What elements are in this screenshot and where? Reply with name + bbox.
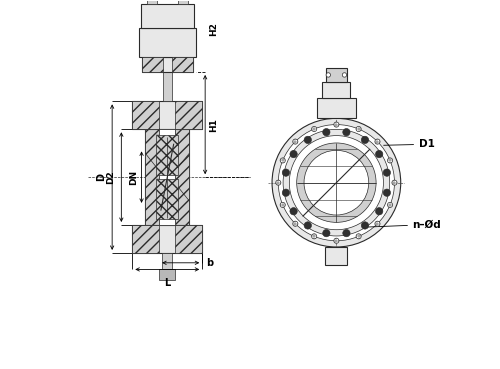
Text: H1: H1 (210, 118, 218, 131)
Circle shape (342, 73, 346, 77)
Bar (132, 225, 159, 253)
Circle shape (278, 125, 394, 241)
Circle shape (292, 139, 298, 144)
Circle shape (290, 208, 298, 215)
Bar (326, 247, 347, 265)
Circle shape (383, 189, 390, 196)
Bar (163, 72, 172, 101)
Circle shape (290, 136, 384, 230)
Bar (178, 0, 188, 4)
Circle shape (292, 221, 298, 226)
Circle shape (312, 127, 316, 132)
Circle shape (312, 234, 316, 239)
Circle shape (375, 139, 380, 144)
Circle shape (272, 118, 400, 247)
Bar (145, 130, 159, 225)
Circle shape (376, 208, 383, 215)
Bar (326, 68, 346, 82)
Circle shape (326, 73, 330, 77)
Text: n–Ød: n–Ød (365, 220, 440, 230)
Circle shape (375, 221, 380, 226)
Circle shape (334, 122, 339, 127)
Bar (142, 57, 193, 72)
Bar (159, 130, 176, 225)
Bar (138, 28, 196, 57)
Circle shape (282, 189, 290, 196)
Bar (141, 4, 194, 28)
Bar (132, 101, 159, 130)
Circle shape (304, 136, 312, 144)
Bar (147, 0, 156, 4)
Bar (322, 82, 350, 98)
Circle shape (388, 158, 392, 163)
Circle shape (362, 222, 368, 229)
Bar (142, 57, 163, 72)
Bar (159, 269, 176, 280)
Bar (162, 253, 172, 269)
Text: D1: D1 (384, 139, 435, 149)
Circle shape (283, 130, 390, 236)
Text: L: L (164, 277, 170, 287)
Bar (132, 101, 202, 130)
Circle shape (304, 150, 368, 215)
Circle shape (280, 158, 285, 163)
Bar (156, 135, 178, 175)
Bar (176, 101, 202, 130)
Circle shape (276, 180, 281, 185)
Circle shape (304, 222, 312, 229)
Circle shape (356, 127, 361, 132)
Circle shape (334, 238, 339, 243)
Circle shape (356, 234, 361, 239)
Bar (132, 225, 202, 253)
Circle shape (383, 169, 390, 176)
Text: D: D (96, 173, 106, 181)
Text: H2: H2 (210, 22, 218, 36)
Text: b: b (206, 258, 214, 268)
Circle shape (343, 230, 350, 237)
Circle shape (322, 230, 330, 237)
Circle shape (362, 136, 368, 144)
Circle shape (296, 143, 376, 223)
Circle shape (290, 151, 298, 158)
Bar (176, 225, 202, 253)
Text: D2: D2 (106, 170, 114, 184)
Bar (145, 130, 190, 225)
Bar (172, 57, 193, 72)
Circle shape (376, 151, 383, 158)
Bar (156, 179, 178, 220)
Circle shape (343, 128, 350, 136)
Circle shape (282, 169, 290, 176)
Circle shape (322, 128, 330, 136)
Bar (176, 130, 190, 225)
Circle shape (280, 202, 285, 207)
Text: DN: DN (129, 170, 138, 185)
Circle shape (392, 180, 397, 185)
Bar (318, 98, 356, 118)
Circle shape (388, 202, 392, 207)
